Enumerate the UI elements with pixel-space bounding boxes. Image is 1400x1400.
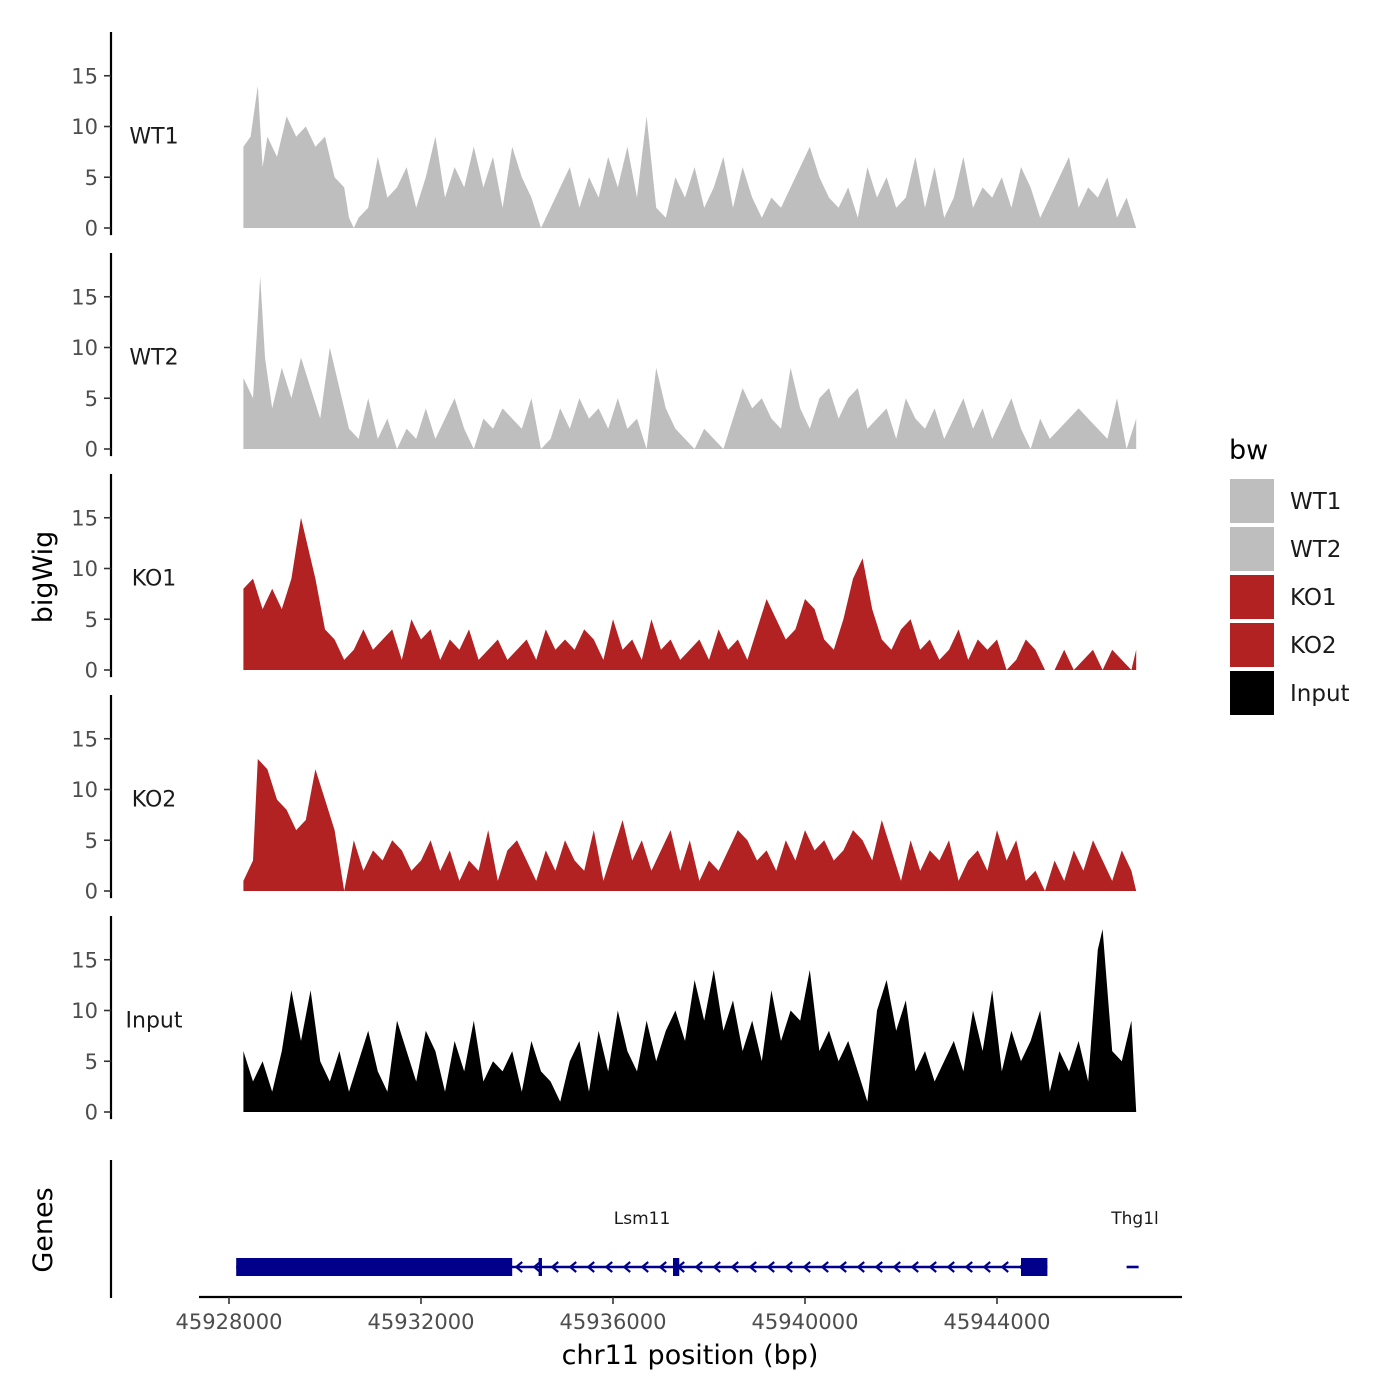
area-input — [243, 929, 1137, 1112]
area-wt2 — [243, 276, 1137, 449]
exon-lsm11-3 — [1021, 1258, 1048, 1276]
strand-arrow-lsm11 — [874, 1261, 883, 1273]
y-tick-label-wt2-5: 5 — [85, 387, 98, 411]
exon-lsm11-0 — [236, 1258, 513, 1276]
y-tick-label-wt2-10: 10 — [71, 336, 98, 360]
strand-arrow-lsm11 — [892, 1261, 901, 1273]
track-label-ko2: KO2 — [132, 788, 177, 813]
y-tick-label-ko1-0: 0 — [85, 659, 98, 683]
y-axis-title: bigWig — [28, 531, 59, 624]
y-tick-label-input-5: 5 — [85, 1050, 98, 1074]
y-tick-label-ko1-10: 10 — [71, 557, 98, 581]
y-tick-label-ko2-15: 15 — [71, 727, 98, 751]
area-ko2 — [243, 759, 1137, 891]
y-tick-label-wt1-5: 5 — [85, 166, 98, 190]
legend-label-wt2: WT2 — [1290, 537, 1341, 563]
strand-arrow-lsm11 — [586, 1261, 595, 1273]
track-label-ko1: KO1 — [132, 567, 177, 592]
x-tick-label-0: 45928000 — [176, 1310, 283, 1334]
y-tick-label-wt1-10: 10 — [71, 115, 98, 139]
y-tick-label-ko2-10: 10 — [71, 778, 98, 802]
legend-title: bw — [1229, 435, 1268, 466]
legend-swatch-wt1 — [1230, 479, 1274, 523]
strand-arrow-lsm11 — [604, 1261, 613, 1273]
legend-label-ko2: KO2 — [1290, 633, 1337, 659]
strand-arrow-lsm11 — [982, 1261, 991, 1273]
x-tick-label-1: 45932000 — [368, 1310, 475, 1334]
legend-swatch-ko1 — [1230, 575, 1274, 619]
strand-arrow-lsm11 — [532, 1261, 541, 1273]
legend-label-input: Input — [1290, 681, 1350, 707]
strand-arrow-lsm11 — [910, 1261, 919, 1273]
y-tick-label-input-15: 15 — [71, 948, 98, 972]
strand-arrow-lsm11 — [856, 1261, 865, 1273]
exon-lsm11-1 — [538, 1258, 542, 1276]
legend-swatch-ko2 — [1230, 623, 1274, 667]
strand-arrow-lsm11 — [964, 1261, 973, 1273]
strand-arrow-lsm11 — [568, 1261, 577, 1273]
area-wt1 — [243, 85, 1137, 229]
strand-arrow-lsm11 — [820, 1261, 829, 1273]
area-ko1 — [243, 517, 1137, 670]
y-tick-label-input-10: 10 — [71, 999, 98, 1023]
exon-lsm11-2 — [673, 1258, 680, 1276]
track-label-input: Input — [126, 1009, 183, 1034]
strand-arrow-lsm11 — [802, 1261, 811, 1273]
x-tick-label-3: 45940000 — [752, 1310, 859, 1334]
strand-arrow-lsm11 — [766, 1261, 775, 1273]
x-tick-label-4: 45944000 — [944, 1310, 1051, 1334]
legend-label-wt1: WT1 — [1290, 489, 1341, 515]
y-tick-label-wt1-0: 0 — [85, 217, 98, 241]
strand-arrow-lsm11 — [748, 1261, 757, 1273]
strand-arrow-lsm11 — [550, 1261, 559, 1273]
y-tick-label-wt1-15: 15 — [71, 64, 98, 88]
strand-arrow-lsm11 — [946, 1261, 955, 1273]
track-label-wt1: WT1 — [129, 125, 178, 150]
y-tick-label-ko2-0: 0 — [85, 880, 98, 904]
strand-arrow-lsm11 — [730, 1261, 739, 1273]
y-tick-label-wt2-0: 0 — [85, 438, 98, 462]
gene-label-lsm11: Lsm11 — [614, 1209, 671, 1229]
strand-arrow-lsm11 — [694, 1261, 703, 1273]
strand-arrow-lsm11 — [712, 1261, 721, 1273]
strand-arrow-lsm11 — [838, 1261, 847, 1273]
strand-arrow-lsm11 — [622, 1261, 631, 1273]
strand-arrow-lsm11 — [640, 1261, 649, 1273]
y-tick-label-wt2-15: 15 — [71, 285, 98, 309]
genes-axis-title: Genes — [28, 1187, 59, 1272]
strand-arrow-lsm11 — [928, 1261, 937, 1273]
x-axis-title: chr11 position (bp) — [562, 1340, 819, 1371]
strand-arrow-lsm11 — [784, 1261, 793, 1273]
y-tick-label-ko1-5: 5 — [85, 608, 98, 632]
y-tick-label-ko1-15: 15 — [71, 506, 98, 530]
strand-arrow-lsm11 — [658, 1261, 667, 1273]
legend-swatch-input — [1230, 671, 1274, 715]
y-tick-label-input-0: 0 — [85, 1101, 98, 1125]
strand-arrow-lsm11 — [1000, 1261, 1009, 1273]
gene-label-thg1l: Thg1l — [1110, 1209, 1159, 1229]
legend-swatch-wt2 — [1230, 527, 1274, 571]
y-tick-label-ko2-5: 5 — [85, 829, 98, 853]
track-label-wt2: WT2 — [129, 346, 178, 371]
legend-label-ko1: KO1 — [1290, 585, 1337, 611]
x-tick-label-2: 45936000 — [560, 1310, 667, 1334]
strand-arrow-lsm11 — [514, 1261, 523, 1273]
